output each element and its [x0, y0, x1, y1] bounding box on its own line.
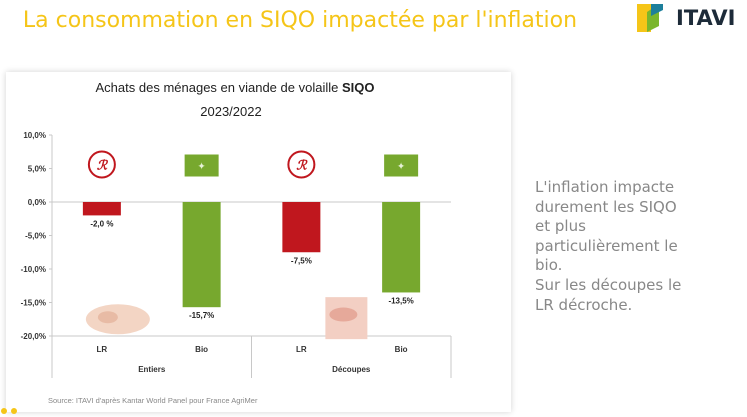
bar-value-label: -13,5% [388, 296, 413, 305]
category-label: LR [97, 345, 108, 354]
label-rouge-icon [287, 150, 316, 179]
bar-lr [82, 202, 121, 216]
chart-subtitle: 2023/2022 [200, 104, 261, 119]
bar-value-label: -15,7% [189, 311, 214, 320]
bio-label-icon [184, 154, 219, 177]
label-rouge-glyph: ℛ [296, 158, 308, 173]
bar-bio [382, 202, 421, 293]
chart-panel: Achats des ménages en viande de volaille… [6, 72, 511, 412]
label-rouge-icon [87, 150, 116, 179]
bar-value-label: -2,0 % [90, 219, 113, 228]
label-rouge-glyph: ℛ [97, 158, 109, 173]
decorative-dots [1, 408, 17, 414]
chart-title: Achats des ménages en viande de volaille… [96, 80, 375, 95]
commentary-line: particulièrement le [535, 236, 678, 255]
chicken-cuts-shade [329, 307, 358, 322]
plot-area: 10,0% 5,0% 0,0% -5,0% -10,0% -15,0% -20,0% -2,0… [21, 131, 452, 378]
group-label: Découpes [332, 365, 371, 374]
logo-blue-shape [651, 4, 663, 16]
y-tick-label: -5,0% [25, 232, 46, 241]
y-tick-label: 10,0% [23, 131, 46, 140]
bar-bio [182, 202, 221, 308]
y-tick-label: -20,0% [21, 332, 46, 341]
commentary-line: LR décroche. [535, 295, 633, 314]
bar-chart: Achats des ménages en viande de volaille… [21, 80, 452, 378]
chart-title-text: Achats des ménages en viande de volaille [96, 80, 342, 95]
commentary-text: L'inflation impacte durement les SIQO et… [535, 178, 740, 315]
bio-leaf-glyph: ✦ [197, 162, 205, 173]
whole-chicken-icon [85, 304, 150, 335]
whole-chicken-shade [97, 311, 118, 324]
commentary-line: bio. [535, 256, 563, 275]
bar-lr [282, 202, 321, 253]
category-label: Bio [195, 345, 208, 354]
category-label: LR [296, 345, 307, 354]
commentary-line: Sur les découpes le [535, 275, 682, 294]
y-tick-label: -15,0% [21, 299, 46, 308]
logo-text: ITAVI [676, 6, 736, 30]
source-note: Source: ITAVI d'après Kantar World Panel… [48, 396, 258, 405]
category-label: Bio [395, 345, 408, 354]
chart-title-accent: SIQO [342, 80, 375, 95]
bio-label-icon [384, 154, 419, 177]
itavi-logo [637, 4, 663, 32]
commentary-line: et plus [535, 217, 586, 236]
slide-title: La consommation en SIQO impactée par l'i… [22, 8, 578, 33]
bar-value-label: -7,5% [291, 256, 312, 265]
y-tick-label: 0,0% [28, 198, 46, 207]
bio-leaf-glyph: ✦ [397, 162, 405, 173]
group-label: Entiers [138, 365, 166, 374]
commentary-line: durement les SIQO [535, 197, 677, 216]
commentary-line: L'inflation impacte [535, 178, 675, 196]
y-tick-label: 5,0% [28, 165, 46, 174]
y-tick-label: -10,0% [21, 265, 46, 274]
